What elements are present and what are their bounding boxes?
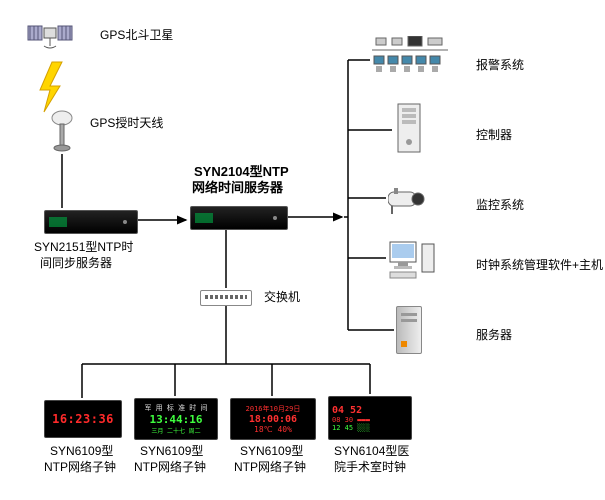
ntp2-label-line2: 网络时间服务器	[192, 180, 283, 197]
clock1-label1: SYN6109型	[50, 444, 113, 460]
clock-display-3: 2016年10月29日 18:00:06 18℃ 40%	[230, 398, 316, 440]
clock4-label2: 院手术室时钟	[334, 460, 406, 476]
clock-display-1: 16:23:36	[44, 400, 122, 438]
ntp2-label-line1: SYN2104型NTP	[194, 164, 289, 181]
gps-antenna-icon	[48, 110, 76, 159]
clock-display-4: 04 52 08 30 ▬▬▬ 12 45 ░░░	[328, 396, 412, 440]
clock2-date: 三月 二十七 周二	[151, 426, 200, 435]
ntp1-label-line2: 间同步服务器	[40, 256, 112, 272]
clock3-label2: NTP网络子钟	[234, 460, 306, 476]
clock-mgr-icon	[388, 238, 438, 285]
clock4-row2: 08 30 ▬▬▬	[332, 416, 370, 424]
satellite-label: GPS北斗卫星	[100, 28, 173, 44]
clock1-label2: NTP网络子钟	[44, 460, 116, 476]
controller-icon	[394, 102, 424, 161]
clock-display-2: 军 用 标 准 时 间 13:44:16 三月 二十七 周二	[134, 398, 218, 440]
server-icon	[396, 306, 422, 354]
clock2-label1: SYN6109型	[140, 444, 203, 460]
clock3-label1: SYN6109型	[240, 444, 303, 460]
network-switch-icon	[200, 290, 252, 306]
camera-icon	[388, 184, 438, 219]
clock1-time: 16:23:36	[52, 412, 114, 426]
gps-satellite-icon	[26, 14, 76, 59]
alarm-system-icon	[372, 36, 452, 81]
clock4-time: 04 52	[332, 405, 362, 416]
server-label: 服务器	[476, 328, 512, 344]
clock2-time: 13:44:16	[150, 413, 203, 426]
clock2-label2: NTP网络子钟	[134, 460, 206, 476]
clock2-sub: 军 用 标 准 时 间	[144, 403, 207, 413]
alarm-label: 报警系统	[476, 58, 524, 74]
clockmgr-label: 时钟系统管理软件+主机	[476, 258, 603, 274]
monitor-label: 监控系统	[476, 198, 524, 214]
controller-label: 控制器	[476, 128, 512, 144]
ntp-server-2	[190, 206, 288, 230]
clock3-time: 18:00:06	[249, 414, 297, 425]
switch-label: 交换机	[264, 290, 300, 306]
clock3-sub: 18℃ 40%	[254, 425, 292, 434]
ntp1-label-line1: SYN2151型NTP时	[34, 240, 133, 256]
clock3-date: 2016年10月29日	[246, 404, 301, 414]
ntp-server-1	[44, 210, 138, 234]
clock4-label1: SYN6104型医	[334, 444, 409, 460]
antenna-label: GPS授时天线	[90, 116, 163, 132]
clock4-row3: 12 45 ░░░	[332, 424, 370, 432]
